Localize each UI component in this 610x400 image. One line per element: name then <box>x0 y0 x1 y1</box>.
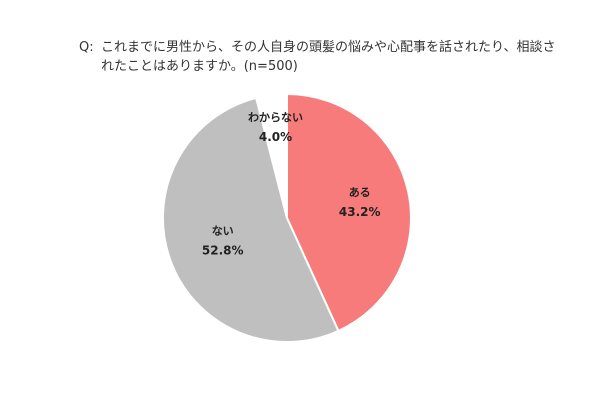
pie-labels: ある 43.2% ない 52.8% わからない 4.0% <box>202 111 381 258</box>
slice-label: ない <box>212 225 234 238</box>
pie-slice <box>254 92 288 219</box>
slice-label: わからない <box>248 111 303 124</box>
chart-question: Q: これまでに男性から、その人自身の頭髪の悩みや心配事を話されたり、相談された… <box>79 38 559 76</box>
slice-value-label: 52.8% <box>202 244 244 258</box>
pie-slice <box>161 96 340 344</box>
question-prefix: Q: <box>79 40 94 55</box>
pie-slice <box>286 92 412 333</box>
pie-slices <box>161 92 412 344</box>
slice-value-label: 4.0% <box>259 130 292 144</box>
question-text: これまでに男性から、その人自身の頭髪の悩みや心配事を話されたり、相談されたことは… <box>101 40 556 74</box>
slice-value-label: 43.2% <box>339 205 381 219</box>
slice-label: ある <box>349 186 371 199</box>
